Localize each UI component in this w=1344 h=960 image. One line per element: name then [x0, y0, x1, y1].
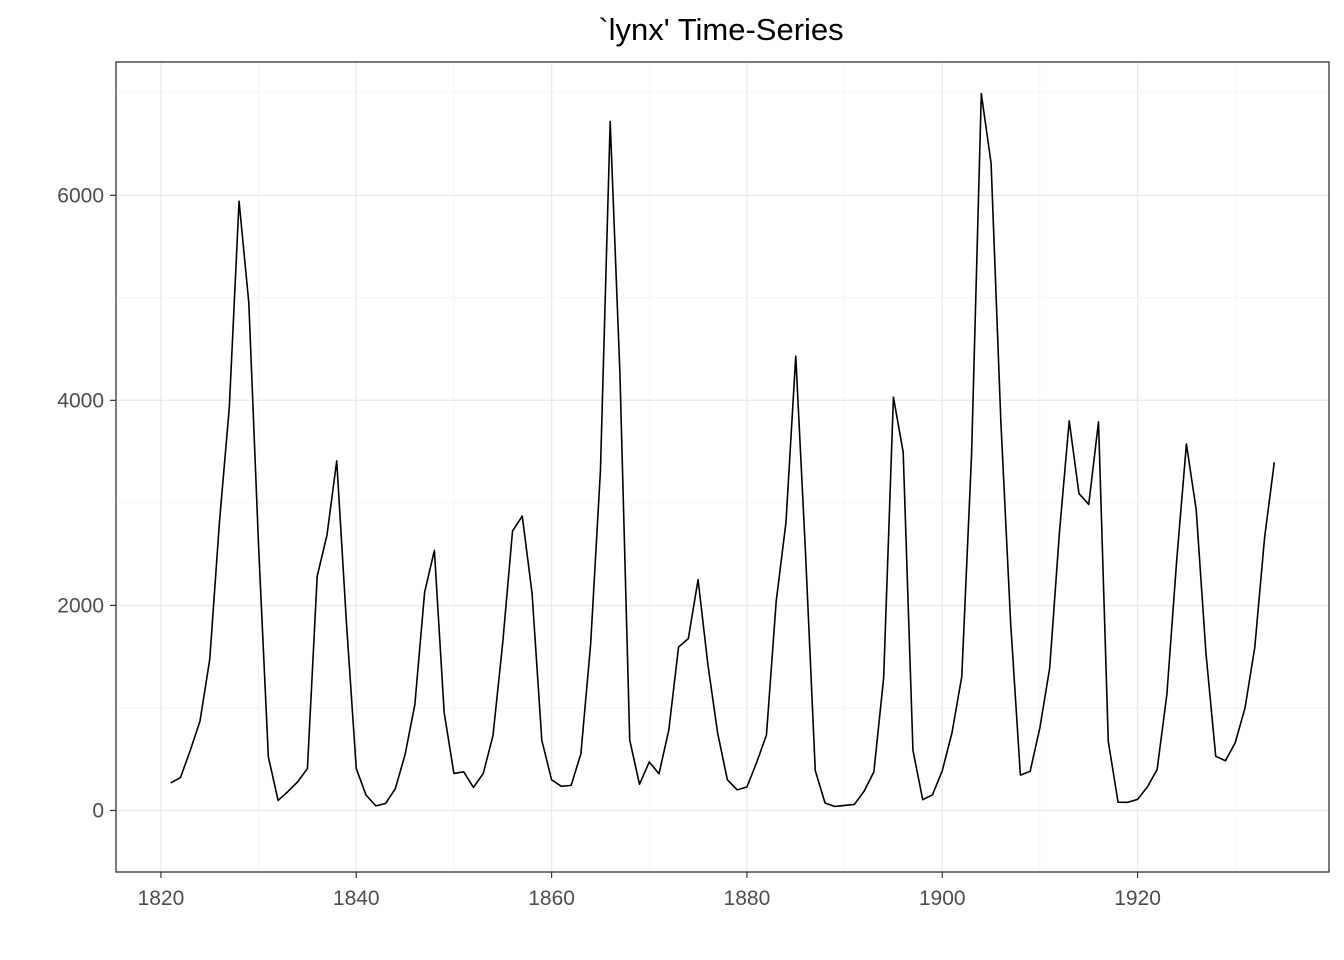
- major-gridlines: [116, 62, 1329, 872]
- x-tick-label: 1820: [138, 887, 185, 910]
- y-tick-label: 0: [92, 799, 104, 822]
- x-tick-label: 1920: [1114, 887, 1161, 910]
- x-tick-label: 1840: [333, 887, 380, 910]
- x-axis: 1820 1840 1860 1880 1900 1920: [138, 872, 1161, 910]
- y-tick-label: 6000: [57, 184, 104, 207]
- minor-gridlines: [116, 62, 1329, 872]
- series-line-lynx: [170, 92, 1276, 808]
- x-tick-label: 1900: [919, 887, 966, 910]
- x-tick-label: 1880: [724, 887, 771, 910]
- series-layer: [170, 92, 1276, 808]
- plot-panel-border: [115, 61, 1330, 873]
- y-tick-label: 4000: [57, 389, 104, 412]
- y-axis: 0 2000 4000 6000: [57, 184, 116, 822]
- x-tick-label: 1860: [528, 887, 575, 910]
- chart-title: `lynx' Time-Series: [598, 12, 843, 47]
- y-tick-label: 2000: [57, 594, 104, 617]
